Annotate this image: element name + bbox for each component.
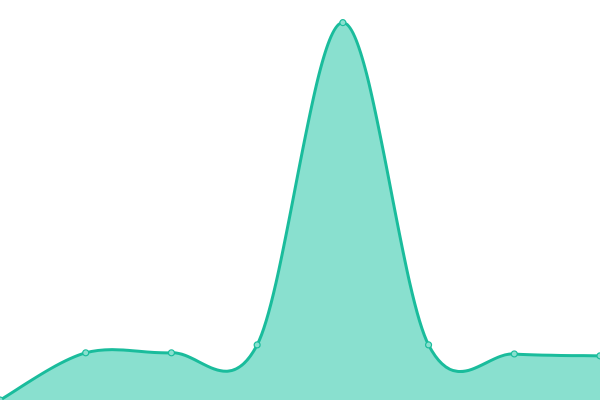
data-point-1 (82, 349, 90, 357)
series-line (0, 21, 600, 400)
data-point-6 (510, 350, 518, 358)
data-point-4 (339, 19, 347, 27)
data-point-0 (0, 396, 4, 400)
data-points (0, 19, 600, 400)
data-point-7 (596, 352, 600, 360)
area-fill (0, 22, 600, 400)
data-point-3 (253, 341, 261, 349)
data-point-5 (424, 341, 433, 349)
data-point-2 (167, 349, 176, 357)
